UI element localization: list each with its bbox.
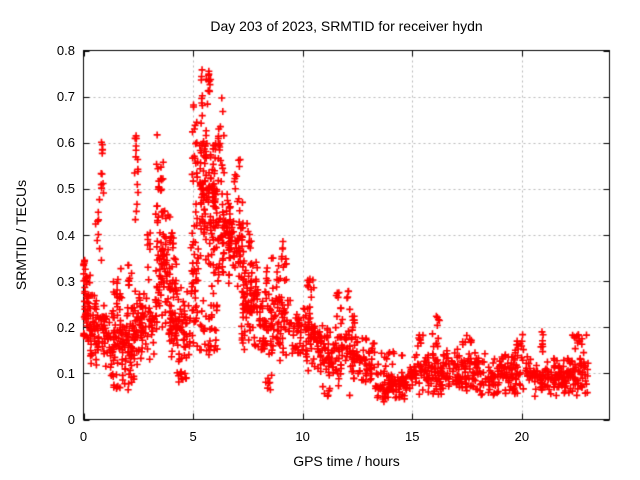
x-tick-label: 5 <box>189 429 197 444</box>
chart-title: Day 203 of 2023, SRMTID for receiver hyd… <box>210 18 483 34</box>
y-tick-label: 0.5 <box>56 181 75 197</box>
y-tick-label: 0.7 <box>56 89 75 105</box>
y-tick-label: 0.4 <box>56 227 75 243</box>
y-tick-label: 0 <box>67 412 75 427</box>
x-tick-label: 15 <box>405 429 420 444</box>
x-axis-label: GPS time / hours <box>293 453 400 469</box>
y-tick-label: 0.3 <box>56 273 75 289</box>
y-tick-label: 0.1 <box>56 365 75 381</box>
x-tick-label: 0 <box>79 429 88 444</box>
x-tick-label: 10 <box>295 429 310 444</box>
y-tick-label: 0.6 <box>56 135 75 151</box>
y-tick-label: 0.8 <box>56 43 75 58</box>
x-tick-label: 20 <box>514 429 530 444</box>
y-tick-label: 0.2 <box>56 319 75 335</box>
